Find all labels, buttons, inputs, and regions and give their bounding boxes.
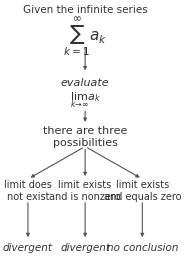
Text: limit exists
and is nonzero: limit exists and is nonzero [49,181,121,202]
Text: divergent: divergent [3,243,53,253]
Text: evaluate: evaluate [61,78,109,88]
Text: $\sum_{k=1}^{\infty} a_k$: $\sum_{k=1}^{\infty} a_k$ [63,15,107,59]
Text: no conclusion: no conclusion [107,243,178,253]
Text: limit does
not exist: limit does not exist [4,181,52,202]
Text: divergent: divergent [60,243,110,253]
Text: limit exists
and equals zero: limit exists and equals zero [104,181,181,202]
Text: $\lim_{k \to \infty} a_k$: $\lim_{k \to \infty} a_k$ [70,90,101,110]
Text: there are three
possibilities: there are three possibilities [43,126,127,148]
Text: Given the infinite series: Given the infinite series [23,5,148,15]
